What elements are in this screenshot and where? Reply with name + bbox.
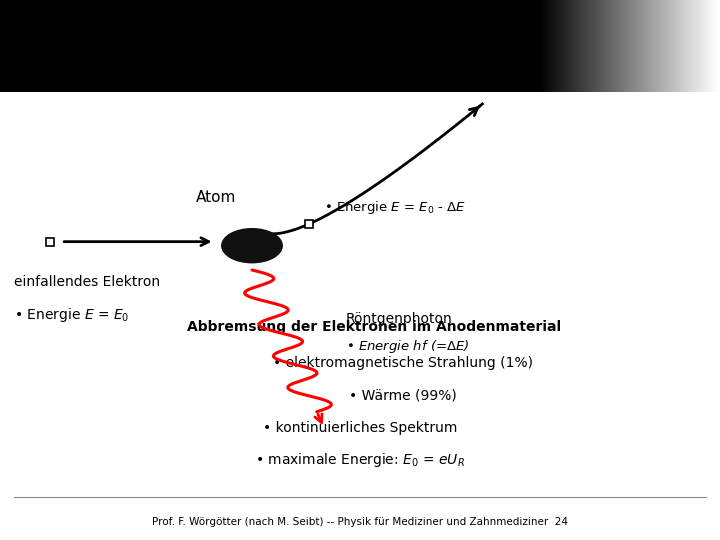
Text: Bremsstrahlung: Bremsstrahlung xyxy=(250,52,470,80)
Text: • Energie $hf$ (=$\Delta E$): • Energie $hf$ (=$\Delta E$) xyxy=(346,339,469,355)
Circle shape xyxy=(222,229,282,263)
Text: • maximale Energie: $E_0$ = $eU_R$: • maximale Energie: $E_0$ = $eU_R$ xyxy=(255,451,465,469)
Text: Abbremsung der Elektronen im Anodenmaterial: Abbremsung der Elektronen im Anodenmater… xyxy=(187,320,562,334)
Text: einfallendes Elektron: einfallendes Elektron xyxy=(14,275,161,289)
Text: • elektromagnetische Strahlung (1%): • elektromagnetische Strahlung (1%) xyxy=(273,356,534,370)
Text: Energietransformationen I:: Energietransformationen I: xyxy=(174,15,546,43)
Text: • kontinuierliches Spektrum: • kontinuierliches Spektrum xyxy=(263,421,457,435)
Text: Atom: Atom xyxy=(196,190,236,205)
Text: • Wärme (99%): • Wärme (99%) xyxy=(349,389,457,402)
Text: • Energie $E$ = $E_0$: • Energie $E$ = $E_0$ xyxy=(14,306,130,323)
Text: Röntgenphoton: Röntgenphoton xyxy=(346,312,452,326)
Text: • Energie $E$ = $E_0$ - $\Delta E$: • Energie $E$ = $E_0$ - $\Delta E$ xyxy=(324,199,466,215)
Text: Prof. F. Wörgötter (nach M. Seibt) -- Physik für Mediziner und Zahnmediziner  24: Prof. F. Wörgötter (nach M. Seibt) -- Ph… xyxy=(152,517,568,526)
